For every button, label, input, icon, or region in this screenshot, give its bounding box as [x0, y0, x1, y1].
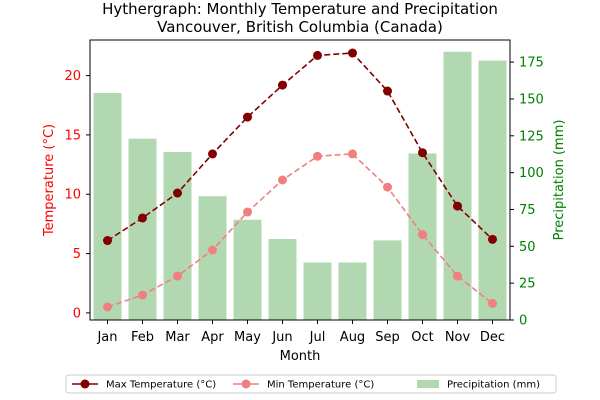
x-tick-label-apr: Apr [201, 330, 224, 345]
x-tick-label-nov: Nov [445, 330, 471, 345]
precipitation-bar-jun [268, 238, 297, 320]
right-tick-label: 75 [519, 203, 536, 218]
right-axis-title: Precipitation (mm) [552, 120, 567, 241]
right-axis-ticks: 0 25 50 75 100 125 150 175 [510, 56, 544, 329]
x-tick-label-mar: Mar [165, 330, 190, 345]
max-temp-point-mar [173, 188, 182, 198]
max-temp-point-feb [138, 213, 147, 223]
min-temp-point-may [243, 207, 252, 217]
max-temp-point-jul [313, 50, 322, 60]
left-axis-ticks: 0 5 10 15 20 [64, 69, 90, 321]
max-temp-point-sep [383, 86, 392, 96]
right-tick-label: 25 [519, 277, 536, 292]
precipitation-bar-apr [198, 196, 227, 320]
x-axis-title: Month [280, 349, 321, 364]
x-tick-label-jan: Jan [96, 330, 117, 345]
legend-marker-min-temp [241, 379, 251, 389]
min-temp-point-oct [418, 230, 427, 240]
x-tick-label-jul: Jul [309, 330, 326, 345]
legend-marker-max-temp [80, 379, 90, 389]
min-temp-point-dec [488, 298, 497, 308]
precipitation-bar-aug [338, 262, 367, 320]
x-tick-label-dec: Dec [480, 330, 505, 345]
right-tick-label: 125 [519, 129, 544, 144]
x-tick-label-may: May [234, 330, 261, 345]
precipitation-bar-jan [93, 93, 122, 320]
legend-swatch-precipitation [417, 380, 439, 388]
x-tick-label-sep: Sep [375, 330, 400, 345]
precipitation-bar-jul [303, 262, 332, 320]
left-axis-title: Temperature (°C) [42, 124, 57, 237]
right-tick-label: 150 [519, 92, 544, 107]
max-temp-point-apr [208, 149, 217, 159]
chart-subtitle: Vancouver, British Columbia (Canada) [157, 18, 443, 36]
min-temp-point-aug [348, 149, 357, 159]
max-temp-line [107, 52, 494, 242]
left-tick-label: 20 [64, 69, 81, 84]
min-temp-point-jul [313, 151, 322, 161]
legend-label-precipitation: Precipitation (mm) [447, 380, 540, 391]
max-temp-point-nov [453, 201, 462, 211]
x-tick-label-oct: Oct [411, 330, 433, 345]
precipitation-bar-mar [163, 152, 192, 320]
left-tick-label: 0 [73, 306, 81, 321]
right-tick-label: 50 [519, 240, 536, 255]
max-temp-point-jan [103, 236, 112, 246]
right-tick-label: 100 [519, 166, 544, 181]
left-tick-label: 10 [64, 188, 81, 203]
right-tick-label: 175 [519, 56, 544, 71]
legend-box [65, 374, 557, 394]
x-tick-label-feb: Feb [131, 330, 154, 345]
temperature-lines [103, 48, 497, 312]
legend-label-max-temp: Max Temperature (°C) [106, 380, 216, 391]
x-tick-label-aug: Aug [340, 330, 365, 345]
min-temp-point-sep [383, 182, 392, 192]
precipitation-bar-sep [373, 240, 402, 320]
max-temp-point-aug [348, 48, 357, 58]
legend: Max Temperature (°C) Min Temperature (°C)… [65, 374, 557, 394]
precipitation-bar-dec [478, 60, 507, 320]
max-temp-point-dec [488, 234, 497, 244]
max-temp-point-may [243, 112, 252, 122]
plot-frame [89, 39, 511, 321]
min-temp-point-jun [278, 175, 287, 185]
min-temp-point-mar [173, 271, 182, 281]
precipitation-bars [93, 51, 507, 320]
max-temp-point-jun [278, 80, 287, 90]
right-tick-label: 0 [519, 314, 527, 329]
precipitation-bar-may [233, 219, 262, 320]
left-tick-label: 5 [73, 247, 81, 262]
min-temp-point-jan [103, 302, 112, 312]
min-temp-point-feb [138, 290, 147, 300]
chart-title: Hythergraph: Monthly Temperature and Pre… [102, 0, 498, 18]
min-temp-point-apr [208, 245, 217, 255]
x-tick-label-jun: Jun [271, 330, 292, 345]
legend-label-min-temp: Min Temperature (°C) [267, 380, 374, 391]
max-temp-point-oct [418, 148, 427, 158]
left-tick-label: 15 [64, 128, 81, 143]
min-temp-point-nov [453, 271, 462, 281]
x-axis-ticks: Jan Feb Mar Apr May Jun Jul Aug Sep Oct Nov Dec [96, 320, 505, 345]
